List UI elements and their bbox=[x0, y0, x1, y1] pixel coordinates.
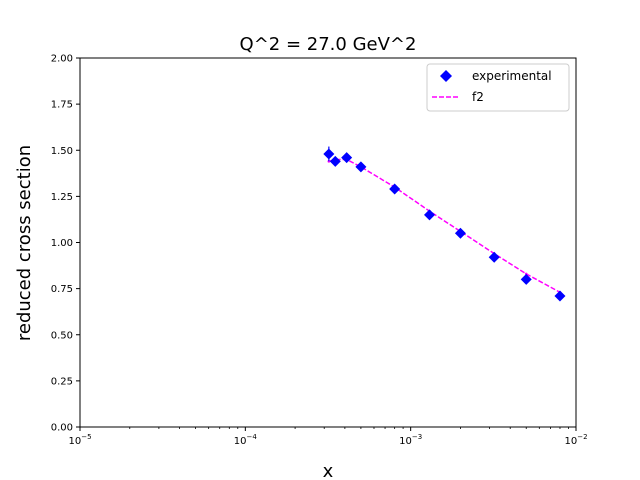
legend-marker-experimental bbox=[440, 70, 452, 82]
legend: experimental f2 bbox=[426, 63, 570, 112]
diamond-marker bbox=[554, 290, 566, 302]
y-axis-label: reduced cross section bbox=[14, 145, 35, 341]
x-tick-exponent: −3 bbox=[412, 433, 422, 441]
diamond-marker bbox=[341, 152, 353, 164]
legend-box bbox=[426, 63, 570, 112]
diamond-marker bbox=[488, 251, 500, 263]
y-tick-label: 2.00 bbox=[51, 54, 73, 65]
diamond-marker bbox=[355, 161, 367, 173]
fit-point bbox=[524, 272, 528, 276]
data-point bbox=[554, 290, 566, 302]
data-point bbox=[488, 251, 500, 263]
x-tick-label: 10−2 bbox=[564, 433, 587, 447]
plot-frame bbox=[79, 57, 577, 428]
fit-line-f2 bbox=[328, 158, 561, 293]
x-tick-exponent: −4 bbox=[247, 433, 258, 441]
data-point bbox=[341, 152, 353, 164]
diamond-marker bbox=[520, 273, 532, 285]
y-tick-label: 1.00 bbox=[51, 238, 73, 249]
y-tick-label: 1.75 bbox=[51, 100, 73, 111]
y-tick-label: 0.75 bbox=[51, 284, 73, 295]
points-layer bbox=[323, 146, 566, 302]
diamond-marker bbox=[454, 227, 466, 239]
y-tick-label: 0.50 bbox=[51, 330, 73, 341]
plot-area bbox=[80, 58, 576, 427]
chart-title: Q^2 = 27.0 GeV^2 bbox=[240, 34, 417, 55]
data-point bbox=[389, 183, 401, 195]
y-tick-label: 1.25 bbox=[51, 192, 73, 203]
data-point bbox=[355, 161, 367, 173]
x-tick-base: 10 bbox=[399, 436, 412, 447]
x-tick-exponent: −2 bbox=[577, 433, 587, 441]
diamond-marker bbox=[329, 155, 341, 167]
data-point bbox=[520, 273, 532, 285]
diamond-marker bbox=[424, 209, 436, 221]
data-point bbox=[329, 155, 341, 167]
legend-label-experimental: experimental bbox=[472, 69, 552, 83]
diamond-marker bbox=[389, 183, 401, 195]
x-tick-label: 10−4 bbox=[234, 433, 258, 447]
data-point bbox=[424, 209, 436, 221]
legend-label-f2: f2 bbox=[472, 90, 484, 104]
x-tick-base: 10 bbox=[234, 436, 247, 447]
x-tick-base: 10 bbox=[564, 436, 577, 447]
data-point bbox=[323, 146, 335, 162]
y-tick-label: 0.25 bbox=[51, 376, 73, 387]
data-point bbox=[454, 227, 466, 239]
x-tick-label: 10−3 bbox=[399, 433, 422, 447]
x-tick-label: 10−5 bbox=[68, 433, 91, 447]
x-tick-base: 10 bbox=[68, 436, 81, 447]
y-tick-label: 0.00 bbox=[51, 423, 73, 434]
x-axis-label: x bbox=[323, 461, 334, 480]
y-tick-label: 1.50 bbox=[51, 146, 73, 157]
diamond-marker bbox=[323, 148, 335, 160]
x-tick-exponent: −5 bbox=[81, 433, 91, 441]
